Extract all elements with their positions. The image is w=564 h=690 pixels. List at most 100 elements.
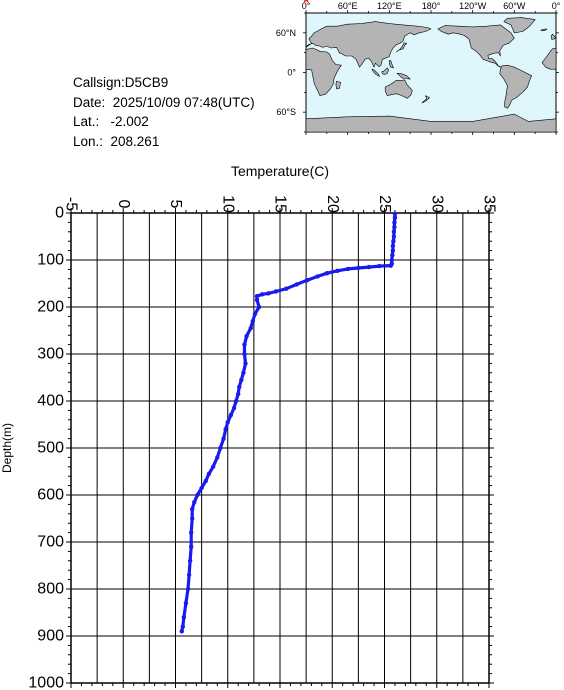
y-tick-labels: 0 100 200 300 400 500 600 700 800 900 1000 <box>28 205 64 690</box>
data-point <box>248 325 253 331</box>
data-point <box>192 499 197 505</box>
island-iceland <box>540 28 548 32</box>
data-point <box>203 478 209 484</box>
data-point <box>206 471 212 477</box>
x-tick-label: 20 <box>324 195 341 213</box>
y-tick-label: 700 <box>37 534 64 551</box>
map-lat-label: 60°S <box>276 107 296 117</box>
x-tick-label: 15 <box>272 195 289 213</box>
y-tick-label: 400 <box>37 393 64 410</box>
temperature-profile-line <box>180 212 397 633</box>
data-point <box>390 253 395 258</box>
y-tick-label: 0 <box>55 205 64 222</box>
map-lon-label: 0° <box>302 1 311 11</box>
data-point <box>237 384 242 390</box>
data-point <box>236 391 241 397</box>
callsign-text: Callsign:D5CB9 <box>73 75 169 90</box>
data-point <box>186 572 192 578</box>
star-icon: ★ <box>301 0 311 6</box>
data-point <box>273 289 279 294</box>
data-point <box>180 624 186 629</box>
island-sumatra <box>371 68 380 77</box>
map-lon-label: 180° <box>422 1 441 11</box>
y-tick-label: 600 <box>37 487 64 504</box>
data-point <box>242 351 247 357</box>
data-point <box>188 530 194 535</box>
data-point <box>218 445 223 451</box>
data-point <box>254 293 260 299</box>
data-point <box>356 265 361 271</box>
x-tick-label: 30 <box>428 195 445 213</box>
x-tick-label: 25 <box>376 195 393 213</box>
date-text: Date: 2025/10/09 07:48(UTC) <box>73 94 255 110</box>
data-point <box>188 544 194 549</box>
data-point <box>243 361 248 366</box>
map-lon-label: 120°W <box>459 1 487 11</box>
x-tick-label: 35 <box>481 195 498 213</box>
data-point <box>241 370 246 375</box>
continent-greenland <box>503 17 536 34</box>
data-point <box>392 224 397 230</box>
data-point <box>294 282 299 287</box>
data-point <box>242 342 247 347</box>
map-lon-label: 60°W <box>503 1 526 11</box>
data-point <box>315 274 320 279</box>
x-axis-label: Temperature(C) <box>231 163 329 179</box>
data-point <box>210 464 216 469</box>
data-point <box>260 292 265 297</box>
island-new-guinea <box>396 72 411 80</box>
map-lat-label: 60°N <box>276 28 296 38</box>
y-tick-label: 1000 <box>28 675 64 690</box>
island-madagascar <box>335 80 342 90</box>
chart-grid <box>70 212 490 684</box>
map-land <box>305 17 557 133</box>
map-lon-label: 120°E <box>377 1 402 11</box>
x-tick-labels: -5 0 5 10 15 20 25 30 35 <box>63 195 498 213</box>
data-point <box>239 377 244 383</box>
y-tick-label: 800 <box>37 581 64 598</box>
map-longitude-labels: 0° 60°E 120°E 180° 120°W 60°W 0° <box>302 1 561 11</box>
continent-europe-asia <box>305 21 432 68</box>
data-point <box>392 211 398 217</box>
map-lat-label: 0° <box>287 68 296 78</box>
y-tick-label: 200 <box>37 299 64 316</box>
data-point <box>377 263 382 269</box>
y-tick-label: 500 <box>37 440 64 457</box>
plot-frame <box>70 212 490 684</box>
data-point <box>391 234 397 239</box>
data-point <box>254 297 260 303</box>
data-point <box>179 629 184 634</box>
data-point <box>388 263 393 268</box>
data-point <box>187 558 193 563</box>
island-new-zealand <box>421 95 430 104</box>
data-point <box>391 229 397 234</box>
island-philippines <box>388 60 394 69</box>
data-point <box>252 311 258 317</box>
data-point <box>244 333 249 339</box>
continent-north-america <box>437 24 515 68</box>
map-ticks <box>303 10 559 135</box>
continent-africa <box>305 47 342 96</box>
data-point <box>190 506 195 512</box>
x-tick-label: 0 <box>115 200 132 209</box>
map-lon-label: 60°E <box>338 1 358 11</box>
data-point <box>190 516 195 521</box>
data-point <box>304 278 310 283</box>
data-point <box>389 257 395 263</box>
data-point <box>250 318 256 324</box>
data-point <box>199 485 204 491</box>
data-point <box>185 586 191 592</box>
data-point <box>392 220 397 225</box>
data-point <box>233 398 239 404</box>
map-marker-layer: ★ <box>301 0 311 6</box>
data-point <box>266 291 271 296</box>
x-tick-label: 10 <box>219 195 236 213</box>
data-point <box>324 270 330 276</box>
profile-info: Callsign:D5CB9 Date: 2025/10/09 07:48(UT… <box>73 73 255 151</box>
y-tick-label: 100 <box>37 252 64 269</box>
data-point <box>390 248 396 253</box>
data-point <box>392 215 398 220</box>
data-point <box>231 405 237 411</box>
